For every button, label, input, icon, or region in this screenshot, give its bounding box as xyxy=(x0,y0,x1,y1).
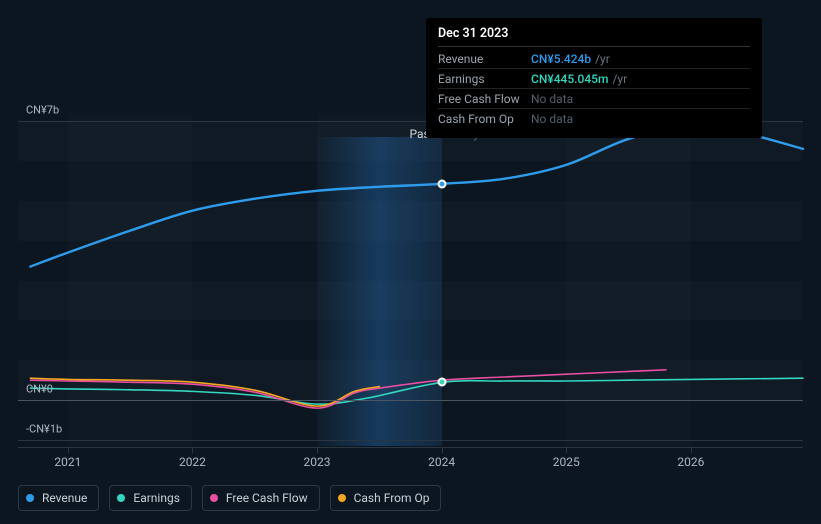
legend-item-fcf[interactable]: Free Cash Flow xyxy=(202,485,320,511)
legend: Revenue Earnings Free Cash Flow Cash From O… xyxy=(18,485,441,511)
legend-item-earnings[interactable]: Earnings xyxy=(109,485,192,511)
tooltip-label: Revenue xyxy=(438,52,531,66)
tooltip-unit: /yr xyxy=(612,72,627,86)
legend-dot-icon xyxy=(26,494,34,502)
legend-item-revenue[interactable]: Revenue xyxy=(18,485,99,511)
tooltip-date: Dec 31 2023 xyxy=(438,26,750,47)
y-axis-label: -CN¥1b xyxy=(26,423,62,436)
legend-label: Revenue xyxy=(42,491,87,505)
tooltip-label: Free Cash Flow xyxy=(438,92,531,106)
legend-label: Earnings xyxy=(133,491,180,505)
y-axis-label: CN¥7b xyxy=(26,103,59,116)
plot-area[interactable]: CN¥7bCN¥0-CN¥1bPastAnalysts Forecasts xyxy=(18,113,803,448)
x-axis-label: 2021 xyxy=(54,455,81,469)
legend-dot-icon xyxy=(338,494,346,502)
x-axis-label: 2026 xyxy=(677,455,704,469)
chart-svg xyxy=(18,113,803,448)
legend-item-cfo[interactable]: Cash From Op xyxy=(330,485,442,511)
x-axis-label: 2023 xyxy=(304,455,331,469)
legend-label: Free Cash Flow xyxy=(226,491,308,505)
tooltip-row: Cash From OpNo data xyxy=(438,109,750,128)
tooltip-value: CN¥5.424b xyxy=(531,52,591,66)
x-axis-label: 2025 xyxy=(553,455,580,469)
legend-dot-icon xyxy=(210,494,218,502)
tooltip-label: Cash From Op xyxy=(438,112,531,126)
tooltip-row: EarningsCN¥445.045m/yr xyxy=(438,69,750,89)
tooltip-label: Earnings xyxy=(438,72,531,86)
marker xyxy=(437,378,446,387)
x-axis-label: 2024 xyxy=(428,455,455,469)
tooltip-nodata: No data xyxy=(531,112,573,126)
chart-tooltip: Dec 31 2023 RevenueCN¥5.424b/yrEarningsC… xyxy=(426,18,762,138)
y-axis-label: CN¥0 xyxy=(26,383,53,396)
x-axis-label: 2022 xyxy=(179,455,206,469)
tooltip-row: Free Cash FlowNo data xyxy=(438,89,750,109)
series-revenue xyxy=(30,126,803,267)
tooltip-nodata: No data xyxy=(531,92,573,106)
tooltip-unit: /yr xyxy=(595,52,610,66)
marker xyxy=(437,179,446,188)
tooltip-value: CN¥445.045m xyxy=(531,72,608,86)
legend-label: Cash From Op xyxy=(354,491,430,505)
tooltip-row: RevenueCN¥5.424b/yr xyxy=(438,49,750,69)
legend-dot-icon xyxy=(117,494,125,502)
